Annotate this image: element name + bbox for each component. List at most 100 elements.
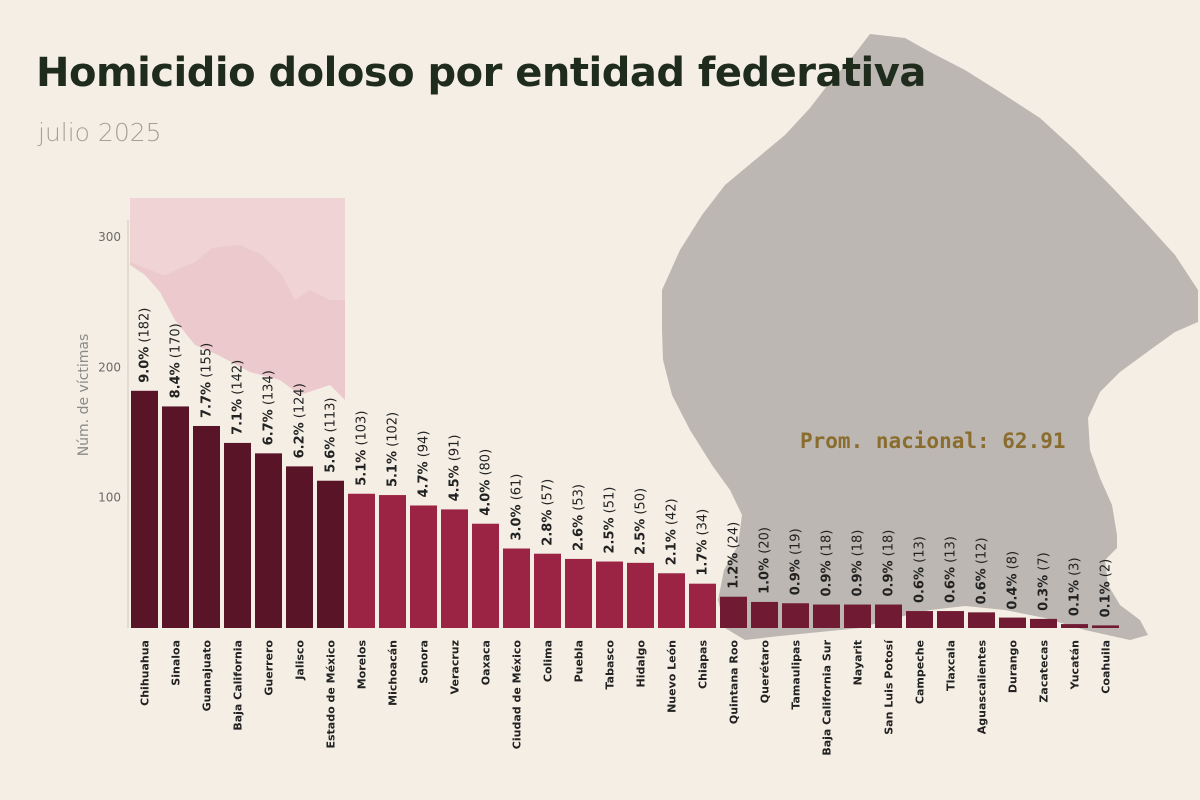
category-label: Querétaro [759,640,772,704]
y-axis-title: Núm. de víctimas [76,334,92,457]
category-label: Baja California [232,640,245,731]
bar [193,425,220,628]
bar [348,493,375,628]
bar-value-label: 2.5% (51) [603,487,618,554]
bar [162,406,189,628]
category-label: Estado de México [325,640,338,749]
bar [906,611,933,628]
bar [999,617,1026,628]
category-label: San Luis Potosí [883,639,896,735]
bar-value-label: 4.7% (94) [417,431,432,498]
bar-value-label: 0.9% (19) [789,528,804,595]
category-label: Chihuahua [139,640,152,706]
bar-value-label: 0.9% (18) [851,530,866,597]
category-label: Baja California Sur [821,639,834,755]
bar [503,548,530,628]
bar-value-label: 7.1% (142) [231,360,246,435]
bar [565,558,592,628]
bar-value-label: 0.1% (2) [1099,559,1114,618]
y-tick-label: 100 [98,491,121,505]
bar-value-label: 2.1% (42) [665,498,680,565]
bar-value-label: 5.1% (103) [355,411,370,486]
category-label: Zacatecas [1038,640,1051,703]
bar-value-label: 2.5% (50) [634,488,649,555]
bar-value-label: 0.9% (18) [882,530,897,597]
bar [1030,618,1057,628]
category-label: Hidalgo [635,640,648,688]
bar [224,442,251,628]
bar-value-label: 0.6% (13) [944,536,959,603]
category-label: Yucatán [1069,640,1082,690]
bar [286,466,313,628]
bar [1061,624,1088,628]
bar [410,505,437,628]
category-label: Nayarit [852,640,865,685]
bar [751,601,778,628]
bar [1092,625,1119,628]
bar-value-label: 9.0% (182) [138,308,153,383]
bar [689,583,716,628]
bar-value-label: 5.6% (113) [324,398,339,473]
bar [379,495,406,628]
bar-value-label: 7.7% (155) [200,343,215,418]
bar [968,612,995,628]
category-label: Jalisco [294,640,307,681]
category-label: Coahuila [1100,640,1113,694]
bar [255,453,282,628]
bar [782,603,809,628]
bar [441,509,468,628]
bar [627,562,654,628]
category-label: Nuevo León [666,640,679,713]
y-tick-label: 200 [98,360,121,374]
category-label: Tabasco [604,640,617,690]
chart-title: Homicidio doloso por entidad federativa [36,50,926,96]
bar-value-label: 1.2% (24) [727,522,742,589]
bar-value-label: 1.0% (20) [758,527,773,594]
bar-value-label: 6.2% (124) [293,383,308,458]
category-label: Durango [1007,640,1020,694]
category-label: Oaxaca [480,640,493,685]
bar [813,604,840,628]
bar-value-label: 0.3% (7) [1037,552,1052,611]
bar-value-label: 2.6% (53) [572,484,587,551]
bar-value-label: 4.0% (80) [479,449,494,516]
bar-value-label: 2.8% (57) [541,479,556,546]
category-label: Campeche [914,640,927,704]
bar-value-label: 1.7% (34) [696,509,711,576]
bar-value-label: 0.1% (3) [1068,557,1083,616]
category-label: Tlaxcala [945,640,958,691]
bar [534,553,561,628]
bar-value-label: 3.0% (61) [510,474,525,541]
map-silhouette-gray [662,34,1198,640]
highlight-panel-top [130,198,345,300]
category-label: Sonora [418,640,431,684]
category-label: Sinaloa [170,640,183,686]
bar-value-label: 8.4% (170) [169,323,184,398]
category-label: Michoacán [387,640,400,706]
bar-value-label: 5.1% (102) [386,412,401,487]
bar-value-label: 0.4% (8) [1006,551,1021,610]
category-label: Ciudad de México [511,640,524,750]
category-label: Aguascalientes [976,640,989,735]
bar [844,604,871,628]
bar [720,596,747,628]
bar [875,604,902,628]
category-label: Morelos [356,640,369,690]
bar-value-label: 6.7% (134) [262,370,277,445]
category-label: Tamaulipas [790,640,803,710]
bar [317,480,344,628]
bar [472,523,499,628]
average-annotation: Prom. nacional: 62.91 [800,429,1066,453]
category-label: Puebla [573,640,586,682]
bar [937,611,964,628]
bar [658,573,685,628]
category-label: Guanajuato [201,640,214,712]
bar [596,561,623,628]
category-label: Quintana Roo [728,640,741,725]
category-label: Veracruz [449,640,462,694]
bar-value-label: 0.6% (12) [975,537,990,604]
bar-value-label: 0.9% (18) [820,530,835,597]
category-label: Chiapas [697,640,710,689]
chart-subtitle: julio 2025 [38,118,162,147]
